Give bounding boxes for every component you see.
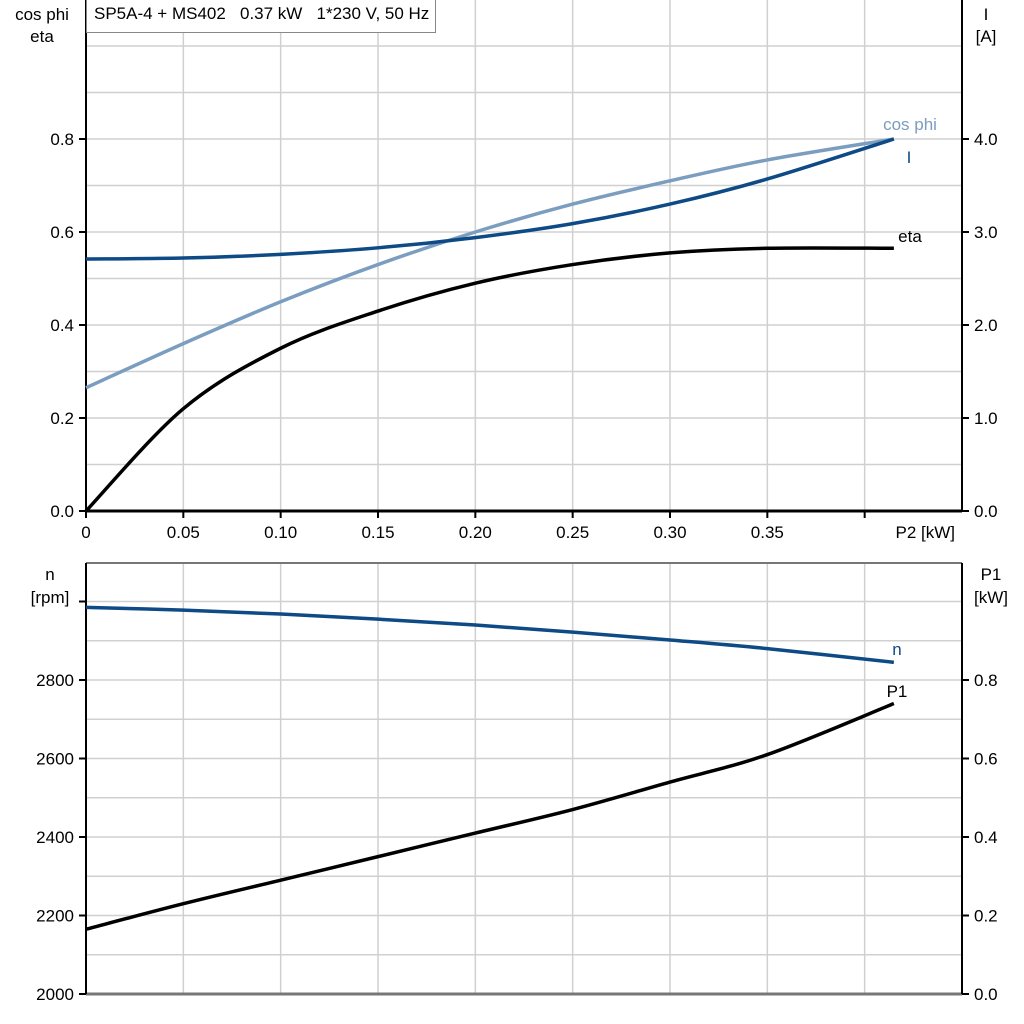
svg-text:0.2: 0.2 [974,907,998,926]
svg-text:0.8: 0.8 [974,671,998,690]
speed-curve [85,605,895,665]
top-x-axis-title: P2 [kW] [895,523,955,542]
svg-text:1.0: 1.0 [974,409,998,428]
svg-text:0.05: 0.05 [167,523,200,542]
svg-text:3.0: 3.0 [974,223,998,242]
p1-curve [85,701,895,931]
svg-text:0.4: 0.4 [974,828,998,847]
top-chart: 0.0 0.2 0.4 0.6 0.8 0.0 1.0 2.0 3.0 4.0 0 0.05 0.10 0… [15,0,998,542]
bottom-chart: 2000 2200 2400 2600 2800 0.0 0.2 0.4 0.6 0.8 n [r… [31,562,1008,1004]
cos-phi-curve [85,137,895,390]
svg-text:2000: 2000 [36,985,74,1004]
top-left-axis-title-1: cos phi [15,5,69,24]
top-right-axis-title-2: [A] [976,27,997,46]
svg-text:0.6: 0.6 [974,750,998,769]
eta-label: eta [898,227,922,246]
cos-phi-label: cos phi [883,115,937,134]
bottom-ticks: 2000 2200 2400 2600 2800 0.0 0.2 0.4 0.6 0.8 [36,600,998,1004]
svg-text:0: 0 [81,523,90,542]
bottom-right-axis-title-1: P1 [981,565,1002,584]
bottom-left-axis-title-2: [rpm] [31,588,70,607]
svg-text:0.6: 0.6 [50,223,74,242]
svg-text:2400: 2400 [36,828,74,847]
speed-label: n [892,640,901,659]
svg-text:0.0: 0.0 [974,502,998,521]
svg-text:0.10: 0.10 [264,523,297,542]
eta-curve [84,246,894,513]
svg-text:2600: 2600 [36,750,74,769]
svg-text:0.0: 0.0 [50,502,74,521]
svg-text:0.8: 0.8 [50,130,74,149]
svg-text:2200: 2200 [36,907,74,926]
top-ticks: 0.0 0.2 0.4 0.6 0.8 0.0 1.0 2.0 3.0 4.0 0 0.05 0.10 0… [50,130,997,542]
svg-text:0.0: 0.0 [974,985,998,1004]
bottom-grid [86,563,962,994]
svg-text:0.4: 0.4 [50,316,74,335]
svg-text:0.20: 0.20 [459,523,492,542]
svg-text:0.25: 0.25 [556,523,589,542]
bottom-right-axis-title-2: [kW] [974,588,1008,607]
svg-text:0.30: 0.30 [653,523,686,542]
svg-text:2800: 2800 [36,671,74,690]
svg-text:0.15: 0.15 [361,523,394,542]
p1-label: P1 [887,682,908,701]
svg-text:0.2: 0.2 [50,409,74,428]
bottom-left-axis-title-1: n [45,565,54,584]
current-label: I [907,148,912,167]
chart-title: SP5A-4 + MS402 0.37 kW 1*230 V, 50 Hz [86,0,437,33]
top-right-axis-title-1: I [984,5,989,24]
svg-text:2.0: 2.0 [974,316,998,335]
current-curve [85,137,895,261]
top-left-axis-title-2: eta [30,27,54,46]
svg-text:4.0: 4.0 [974,130,998,149]
svg-text:0.35: 0.35 [751,523,784,542]
